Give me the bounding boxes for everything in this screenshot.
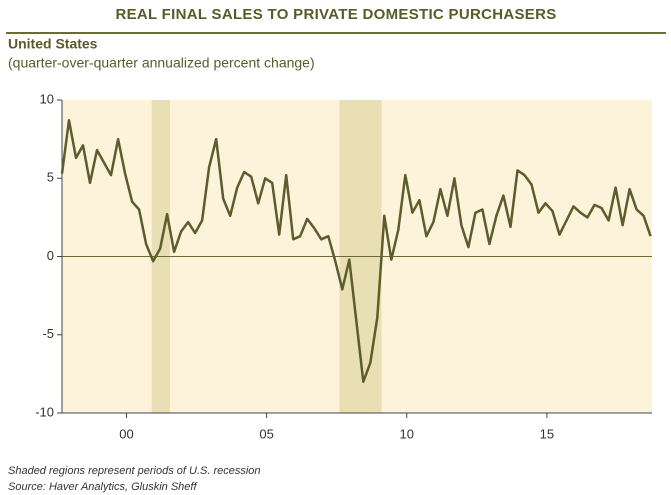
subtitle: United States xyxy=(8,36,98,52)
y-tick-label: -10 xyxy=(35,404,54,419)
y-tick-label: -5 xyxy=(42,326,54,341)
data-line xyxy=(60,119,652,383)
y-tick-label: 0 xyxy=(47,248,54,263)
x-tick-label: 10 xyxy=(400,426,414,441)
axis-note: (quarter-over-quarter annualized percent… xyxy=(8,55,315,71)
chart-title: REAL FINAL SALES TO PRIVATE DOMESTIC PUR… xyxy=(115,6,556,23)
footnote: Shaded regions represent periods of U.S.… xyxy=(8,465,261,477)
y-tick-label: 10 xyxy=(40,91,54,106)
x-tick-label: 05 xyxy=(259,426,273,441)
y-tick-label: 5 xyxy=(47,170,54,185)
x-tick-label: 00 xyxy=(119,426,133,441)
x-tick-label: 15 xyxy=(540,426,554,441)
footnote: Source: Haver Analytics, Gluskin Sheff xyxy=(8,481,197,493)
